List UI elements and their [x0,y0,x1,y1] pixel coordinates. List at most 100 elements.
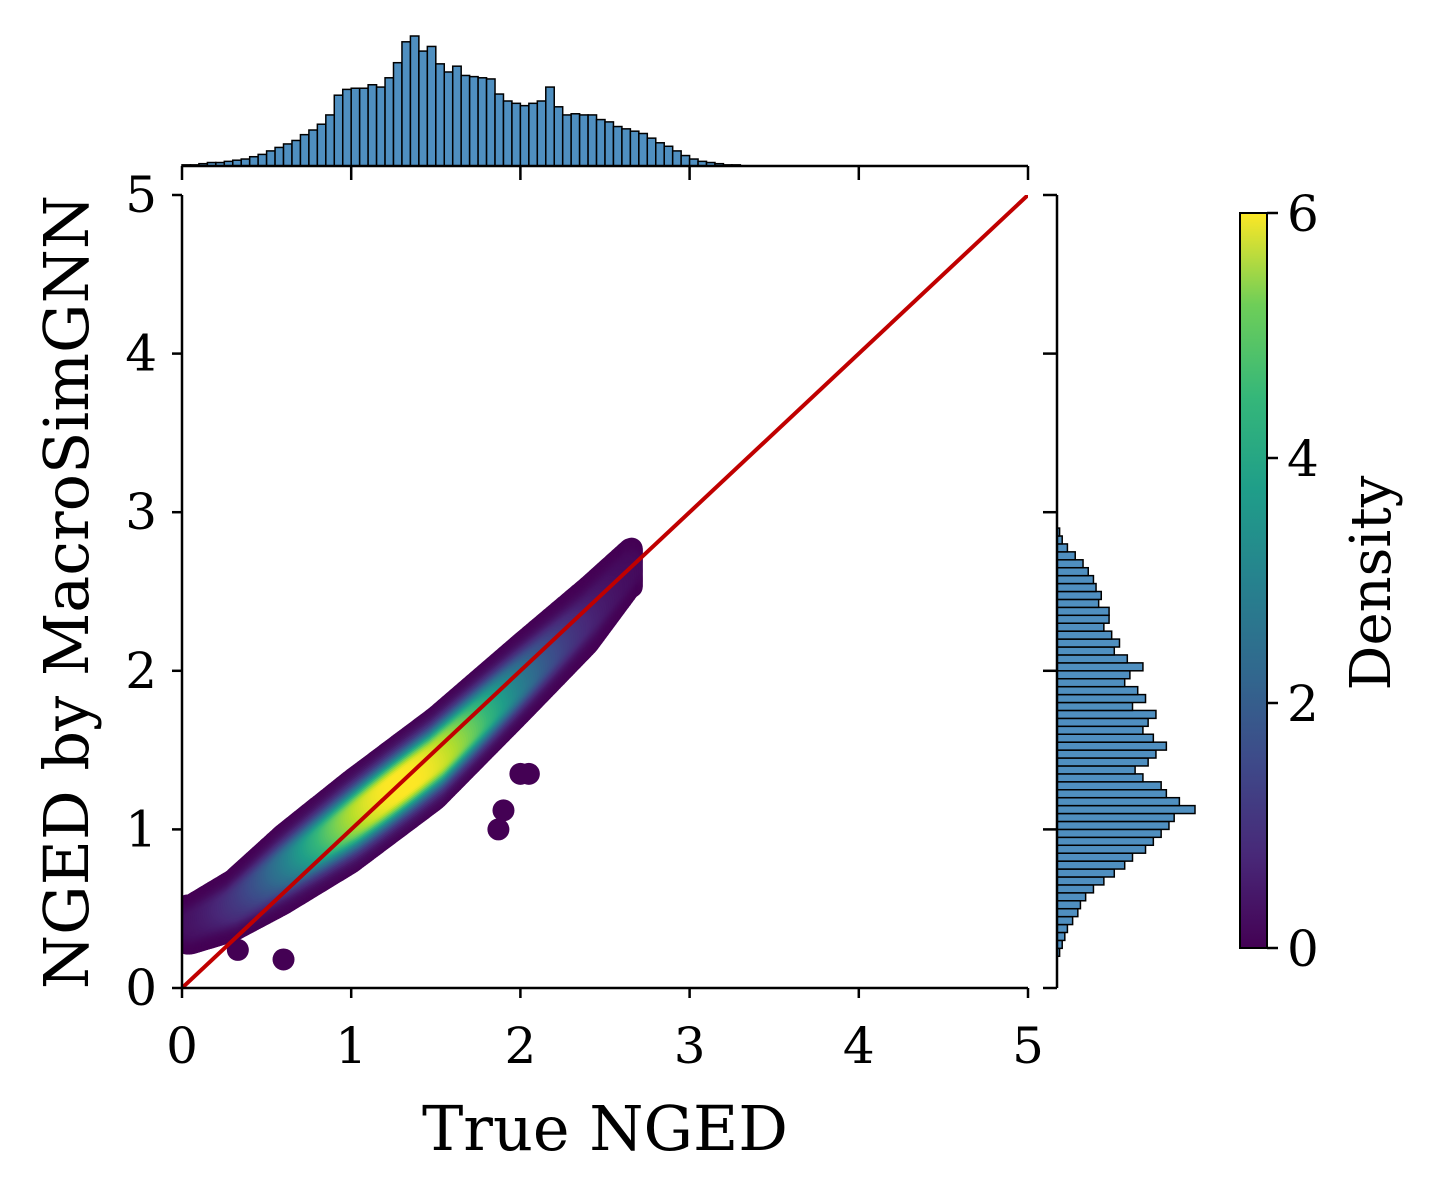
x-hist-bar [292,140,300,166]
scatter-point [273,948,295,970]
y-hist-bar [1057,893,1086,901]
x-hist-bar [258,154,266,166]
y-hist-bar [1057,584,1096,592]
x-hist-bar [309,130,317,166]
x-hist-bar [571,114,579,166]
y-hist-bar [1057,639,1119,647]
x-hist-bar [275,147,283,166]
y-hist-bar [1057,869,1114,877]
y-hist-bar [1057,798,1179,806]
y-hist-bar [1057,710,1156,718]
x-hist-bar [267,151,275,166]
y-hist-bar [1057,544,1067,552]
x-hist-bar [250,157,258,166]
y-hist-bar [1057,909,1078,917]
y-hist-bar [1057,790,1166,798]
x-hist-bar [647,138,655,166]
y-hist-bar [1057,576,1093,584]
y-hist-bar [1057,877,1104,885]
y-hist-bar [1057,774,1143,782]
density-scatter [176,538,643,971]
y-hist-bar [1057,703,1133,711]
x-hist-bar [588,115,596,166]
y-hist-bar [1057,687,1138,695]
x-hist-bar [664,146,672,166]
x-hist-bar [317,124,325,166]
x-hist-bar [554,107,562,166]
y-hist-bar [1057,679,1125,687]
y-marginal-histogram [1057,528,1195,956]
x-hist-bar [453,66,461,166]
y-hist-bar [1057,647,1114,655]
y-hist-bar [1057,623,1104,631]
x-hist-bar [537,101,545,166]
x-hist-bar [639,134,647,167]
y-hist-bar [1057,655,1127,663]
x-hist-bar [368,85,376,166]
x-hist-bar [427,46,435,166]
y-hist-bar [1057,917,1073,925]
scatter-point [487,818,509,840]
y-hist-bar [1057,853,1133,861]
y-hist-bar [1057,695,1146,703]
y-hist-bar [1057,814,1174,822]
y-marginal-ticks [1043,195,1057,988]
scatter-point [518,763,540,785]
x-hist-bar [503,101,511,166]
x-hist-bar [656,143,664,166]
x-hist-bar [529,103,537,166]
y-hist-bar [1057,726,1143,734]
y-hist-bar [1057,806,1195,814]
x-hist-bar [495,94,503,166]
x-hist-bar [681,156,689,166]
y-hist-bar [1057,925,1067,933]
x-hist-bar [478,78,486,166]
x-hist-bar [563,115,571,166]
y-hist-bar [1057,560,1083,568]
x-hist-bar [284,144,292,166]
y-hist-bar [1057,671,1130,679]
y-hist-bar [1057,758,1148,766]
x-marginal-histogram [182,36,740,166]
y-hist-bar [1057,663,1143,671]
x-hist-bar [360,88,368,166]
y-hist-bar [1057,568,1088,576]
x-hist-bar [377,87,385,166]
x-hist-bar [394,63,402,166]
y-hist-bar [1057,821,1169,829]
y-hist-bar [1057,615,1109,623]
x-hist-bar [487,79,495,166]
x-hist-bar [351,88,359,166]
x-hist-bar [546,87,554,166]
x-hist-bar [461,75,469,166]
x-hist-bar [419,51,427,166]
y-hist-bar [1057,718,1148,726]
x-hist-bar [512,103,520,166]
y-hist-bar [1057,901,1080,909]
y-hist-bar [1057,782,1161,790]
x-hist-bar [444,72,452,166]
x-hist-bar [613,127,621,166]
scatter-point [492,799,514,821]
x-hist-bar [300,135,308,166]
y-hist-bar [1057,766,1135,774]
y-hist-bar [1057,592,1101,600]
y-hist-bar [1057,829,1161,837]
x-hist-bar [622,129,630,166]
x-hist-bar [410,36,418,166]
x-hist-bar [343,89,351,166]
x-hist-bar [673,151,681,166]
y-hist-bar [1057,861,1125,869]
x-hist-bar [326,115,334,166]
x-marginal-ticks [182,166,1028,180]
y-hist-bar [1057,734,1153,742]
x-hist-bar [630,131,638,166]
x-hist-bar [520,106,528,166]
x-hist-bar [605,122,613,166]
x-hist-bar [470,77,478,166]
x-hist-bar [402,42,410,166]
y-hist-bar [1057,599,1099,607]
x-hist-bar [385,78,393,166]
